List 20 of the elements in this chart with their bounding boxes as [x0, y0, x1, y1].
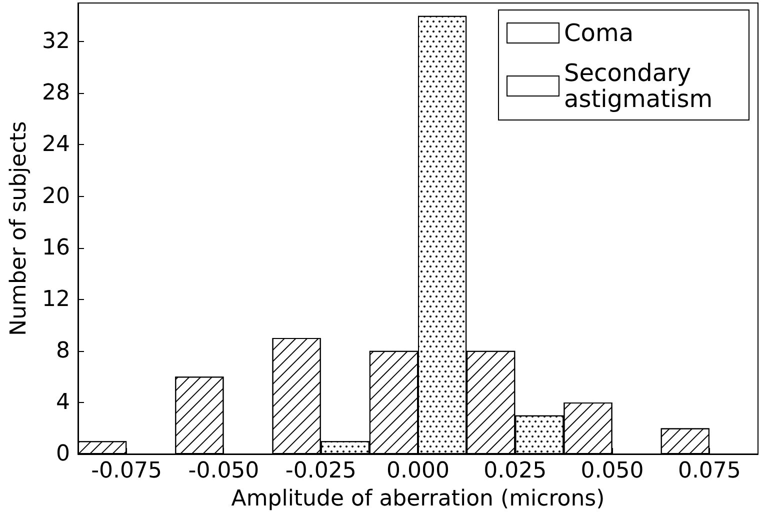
y-tick-label: 0 — [56, 442, 70, 466]
y-tick-label: 16 — [42, 235, 70, 260]
y-tick-label: 28 — [42, 80, 70, 106]
y-tick-label: 4 — [56, 390, 70, 415]
x-tick-label: 0.050 — [580, 458, 644, 484]
y-tick-label: 8 — [56, 338, 70, 364]
x-tick-label: -0.025 — [285, 458, 356, 484]
legend-label: Coma — [564, 19, 634, 47]
y-tick-label: 24 — [42, 132, 70, 158]
x-tick-label: 0.025 — [484, 458, 547, 484]
x-axis-title: Amplitude of aberration (microns) — [231, 486, 605, 512]
y-tick-label: 12 — [42, 286, 70, 312]
x-tick-label: -0.050 — [188, 458, 260, 484]
x-tick-label: 0.000 — [386, 458, 450, 484]
x-tick-label: 0.075 — [678, 458, 741, 484]
y-axis-title: Number of subjects — [6, 121, 32, 336]
y-tick-label: 20 — [42, 184, 70, 209]
y-tick-label: 32 — [42, 29, 70, 54]
x-tick-label: -0.075 — [91, 458, 162, 484]
legend-label: Secondary astigmatism — [564, 59, 713, 113]
